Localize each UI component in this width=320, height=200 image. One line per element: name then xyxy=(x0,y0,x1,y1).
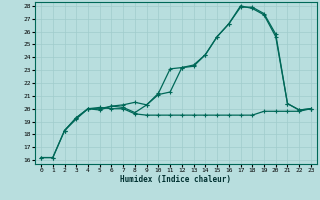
X-axis label: Humidex (Indice chaleur): Humidex (Indice chaleur) xyxy=(121,175,231,184)
